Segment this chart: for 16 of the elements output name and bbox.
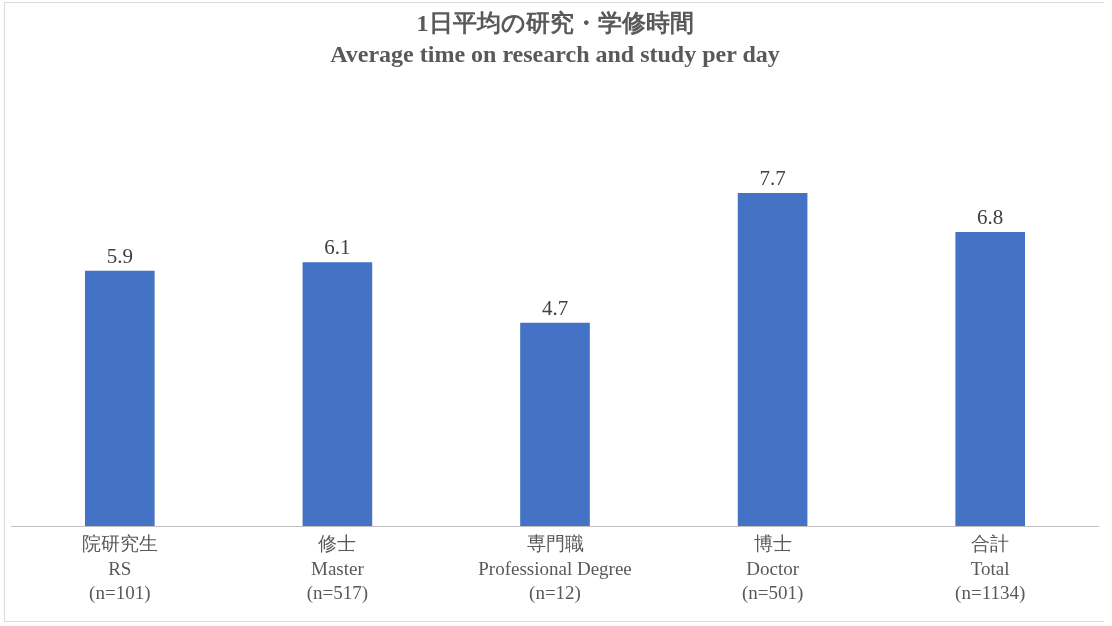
bar: [955, 231, 1026, 526]
bar: [302, 262, 373, 526]
x-tick-label: 専門職 Professional Degree (n=12): [478, 532, 632, 605]
bar: [737, 192, 808, 526]
data-label: 4.7: [541, 295, 569, 320]
x-tick-label: 博士 Doctor (n=501): [741, 532, 804, 605]
data-label: 6.8: [977, 204, 1004, 229]
x-tick-label: 合計 Total (n=1134): [955, 532, 1026, 605]
bar: [84, 270, 155, 526]
chart-title: 1日平均の研究・学修時間 Average time on research and study per day: [330, 9, 780, 68]
data-label: 5.9: [106, 243, 133, 268]
x-tick-label: 修士 Master (n=517): [306, 532, 369, 605]
bar: [520, 322, 590, 526]
data-label: 7.7: [759, 165, 786, 190]
data-label: 6.1: [324, 235, 351, 260]
x-tick-label: 院研究生 RS (n=101): [81, 532, 158, 605]
